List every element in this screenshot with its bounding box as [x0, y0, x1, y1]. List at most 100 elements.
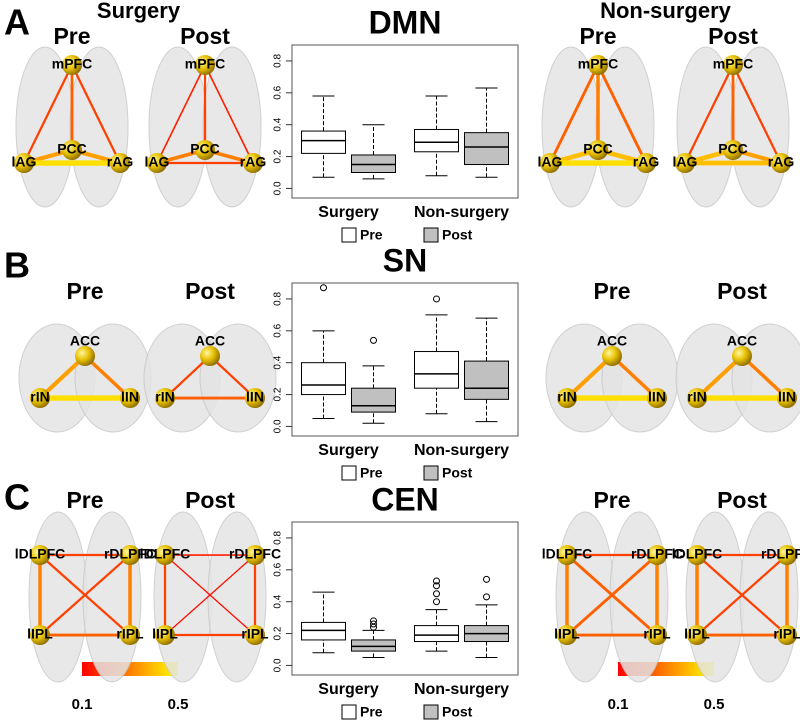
y-tick-label: 0.4 — [273, 594, 284, 608]
legend-label: Post — [442, 227, 473, 243]
node — [602, 346, 622, 366]
node-label: ACC — [597, 333, 627, 349]
diagram-label: Pre — [66, 487, 103, 513]
node-label: lIPL — [554, 626, 580, 642]
box — [301, 362, 346, 396]
node — [557, 388, 577, 408]
plot-frame — [291, 44, 519, 199]
diagram-label: Post — [717, 487, 767, 513]
legend-label: Post — [442, 465, 473, 481]
node — [195, 140, 215, 160]
node — [723, 55, 743, 75]
brain — [28, 511, 88, 683]
x-tick-label: Surgery — [318, 204, 379, 221]
node-label: lIN — [778, 389, 796, 405]
node-label: lIPL — [152, 626, 178, 642]
node-label: rIN — [557, 389, 576, 405]
node — [557, 625, 577, 645]
x-tick-label: Non-surgery — [414, 204, 509, 221]
node-label: lIPL — [27, 626, 53, 642]
node-label: PCC — [583, 141, 613, 157]
node — [245, 545, 265, 565]
chart-title: SN — [383, 242, 427, 278]
box — [301, 130, 346, 154]
node — [777, 545, 797, 565]
brain — [207, 511, 267, 683]
edge — [596, 63, 648, 165]
y-tick-label: 0.0 — [273, 181, 284, 195]
x-tick-label: Non-surgery — [414, 442, 509, 459]
x-tick-label: Surgery — [318, 442, 379, 459]
node — [636, 153, 656, 173]
box — [301, 621, 346, 641]
outlier — [370, 336, 377, 344]
node — [110, 153, 130, 173]
box — [414, 351, 459, 389]
node — [120, 545, 140, 565]
node — [147, 153, 167, 173]
node — [155, 545, 175, 565]
brain — [739, 511, 799, 683]
node — [120, 388, 140, 408]
group-label: Non-surgery — [600, 0, 732, 23]
legend-swatch — [341, 227, 357, 243]
legend-label: Post — [442, 704, 473, 720]
node-label: lDLPFC — [672, 546, 723, 562]
plot-frame — [291, 521, 519, 676]
node — [30, 625, 50, 645]
edge — [731, 63, 783, 165]
y-tick-label: 0.6 — [273, 323, 284, 337]
legend-swatch — [423, 704, 439, 720]
diagram-label: Post — [185, 487, 235, 513]
edge — [38, 553, 132, 637]
node-label: rIN — [30, 389, 49, 405]
y-tick-label: 0.0 — [273, 419, 284, 433]
node-label: ACC — [727, 333, 757, 349]
node-label: lIN — [648, 389, 666, 405]
node-label: rIPL — [643, 626, 671, 642]
edge — [694, 353, 745, 401]
node — [723, 140, 743, 160]
node-label: ACC — [70, 333, 100, 349]
legend-label: Pre — [360, 227, 383, 243]
legend-swatch — [341, 465, 357, 481]
node — [14, 153, 34, 173]
node — [30, 388, 50, 408]
brain — [153, 511, 213, 683]
node-label: rAG — [768, 154, 795, 170]
node-label: lDLPFC — [140, 546, 191, 562]
node-label: PCC — [190, 141, 220, 157]
node — [245, 388, 265, 408]
outlier — [433, 582, 440, 590]
node-label: rDLPFC — [229, 546, 281, 562]
node — [62, 55, 82, 75]
node-label: lAG — [12, 154, 37, 170]
legend-swatch — [423, 465, 439, 481]
node — [200, 346, 220, 366]
node-label: ACC — [195, 333, 225, 349]
x-tick-label: Surgery — [318, 681, 379, 698]
legend-swatch — [341, 704, 357, 720]
y-tick-label: 0.0 — [273, 658, 284, 672]
node-label: PCC — [718, 141, 748, 157]
box — [464, 132, 509, 166]
node — [647, 388, 667, 408]
node — [155, 625, 175, 645]
node — [588, 140, 608, 160]
node-label: rIPL — [773, 626, 800, 642]
node-label: rIPL — [241, 626, 269, 642]
panel-letter: C — [4, 477, 30, 518]
node-label: lIN — [121, 389, 139, 405]
diagram-label: Pre — [593, 487, 630, 513]
y-tick-label: 0.6 — [273, 85, 284, 99]
diagram-label: Pre — [593, 278, 630, 304]
node — [155, 388, 175, 408]
node-label: lIN — [246, 389, 264, 405]
chart-title: DMN — [369, 4, 442, 40]
edge — [565, 553, 659, 637]
edge — [22, 63, 74, 165]
node-label: rAG — [107, 154, 134, 170]
node-label: mPFC — [578, 56, 618, 72]
y-tick-label: 0.2 — [273, 387, 284, 401]
node — [195, 55, 215, 75]
